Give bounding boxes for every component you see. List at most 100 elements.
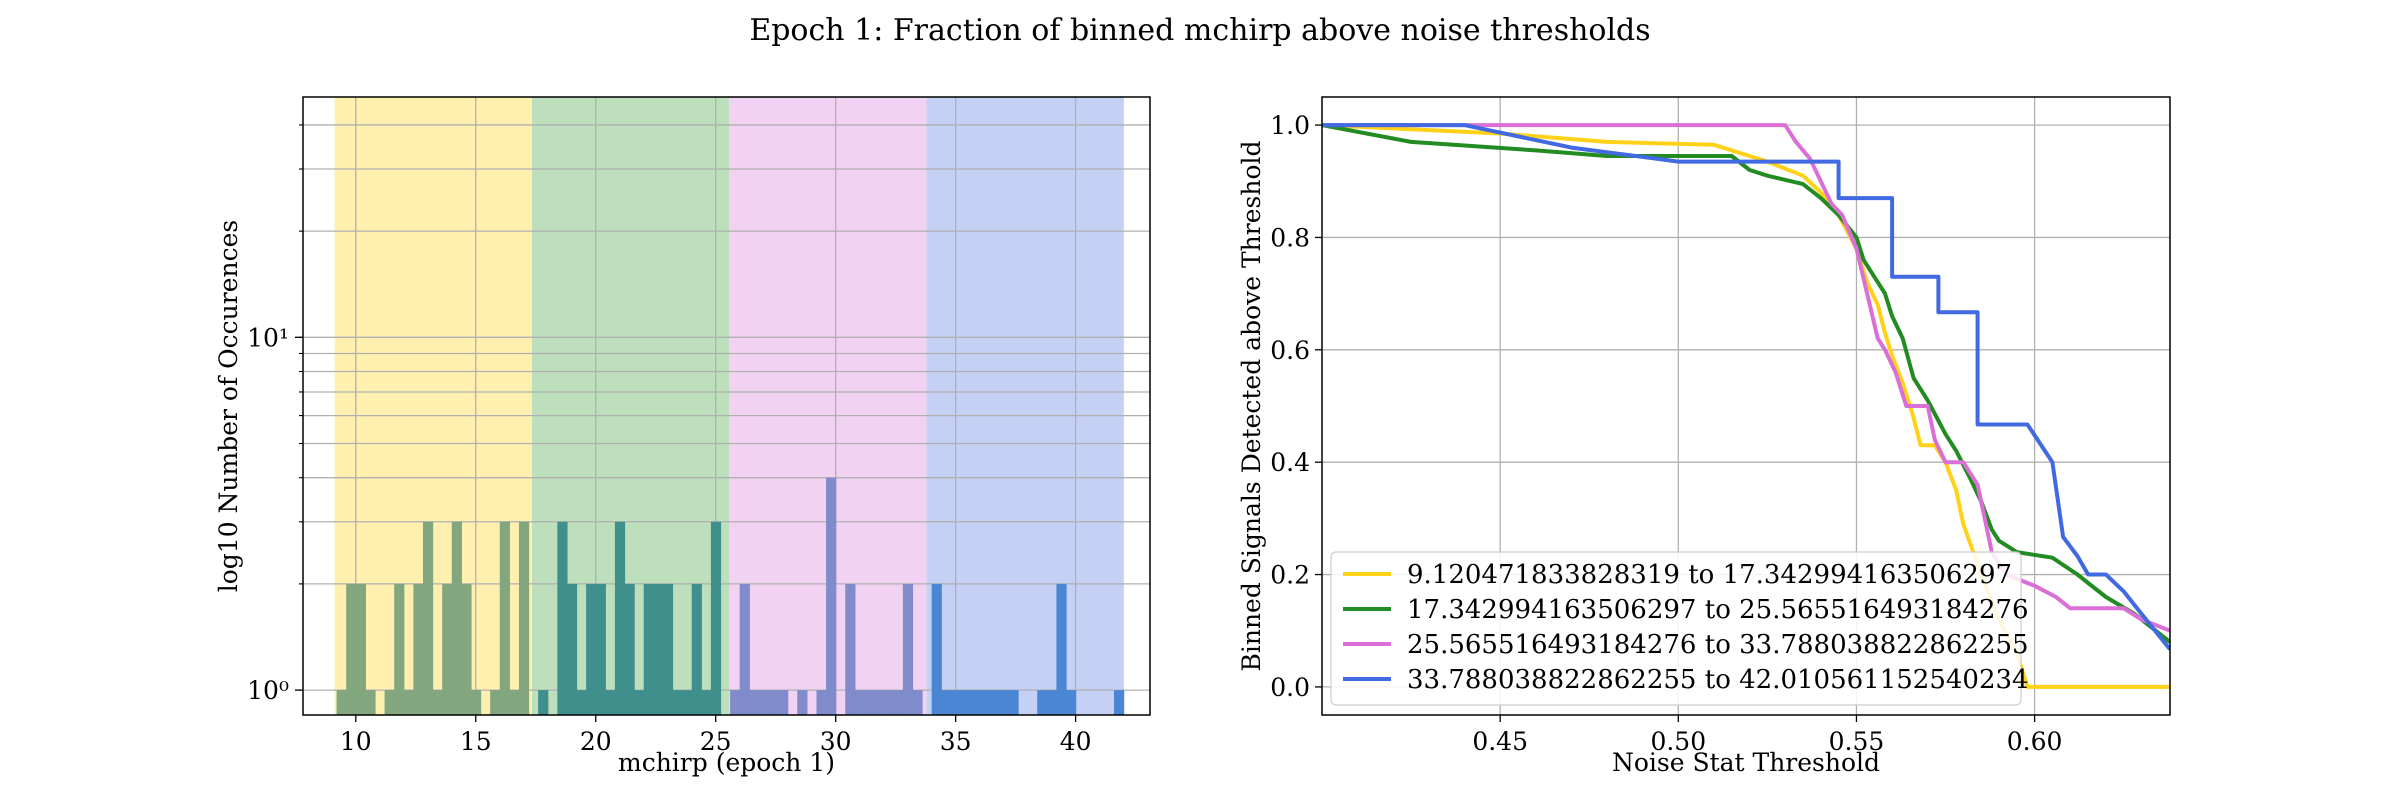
line-chart-y-tick-label: 0.2 [1270, 561, 1310, 590]
histogram-bar [893, 690, 904, 715]
line-chart-y-tick-label: 1.0 [1270, 111, 1310, 140]
histogram-bar [950, 690, 962, 715]
histogram-bar [662, 583, 674, 715]
histogram-bar [365, 690, 376, 715]
histogram-bar [710, 521, 722, 715]
histogram-bar [634, 690, 645, 715]
histogram-bar [682, 690, 693, 715]
histogram-bar [509, 690, 520, 715]
histogram-grid [303, 97, 1150, 715]
histogram-bar [403, 690, 414, 715]
histogram-bar [749, 690, 760, 715]
histogram-bar [499, 521, 510, 715]
histogram-bar [432, 690, 443, 715]
histogram-panel: 10 15 20 25 30 35 40 10⁰ 10¹ mchirp (epoch 1) l… [214, 96, 1151, 777]
bin-band-1 [334, 97, 532, 715]
histogram-bar [355, 583, 366, 715]
histogram-bar [422, 521, 434, 715]
histogram-bar [998, 690, 1010, 715]
legend-label-4: 33.788038822862255 to 42.010561152540234 [1407, 665, 2029, 695]
line-chart-y-tick-label: 0.6 [1270, 336, 1310, 365]
histogram-bar [960, 690, 971, 715]
histogram-bar [461, 583, 472, 715]
histogram-bar [1037, 690, 1048, 715]
histogram-bar [912, 690, 923, 715]
histogram-bar [845, 583, 856, 715]
histogram-y-tick-label: 10⁰ [247, 676, 289, 705]
histogram-x-tick-label: 20 [580, 727, 612, 756]
histogram-x-tick-label: 35 [940, 727, 972, 756]
legend-label-1: 9.120471833828319 to 17.342994163506297 [1407, 560, 2012, 590]
histogram-bar [643, 583, 654, 715]
histogram-bar [931, 583, 942, 715]
histogram-bar [672, 690, 683, 715]
threshold-line-panel: 0.45 0.50 0.55 0.60 0.0 0.2 0.4 0.6 0.8 1.0 9.12… [1237, 96, 2171, 777]
histogram-x-tick-label: 30 [820, 727, 852, 756]
histogram-bar [557, 521, 568, 715]
histogram-bar [470, 690, 482, 715]
histogram-bar [1066, 690, 1077, 715]
line-chart-x-ticks: 0.45 0.50 0.55 0.60 [1472, 715, 2062, 756]
bin-band-4 [926, 97, 1124, 715]
histogram-bar [614, 521, 626, 715]
histogram-bar [768, 690, 779, 715]
histogram-bar [979, 690, 990, 715]
histogram-y-tick-label: 10¹ [247, 323, 289, 352]
line-chart-x-tick-label: 0.60 [2007, 727, 2063, 756]
histogram-bar [902, 583, 914, 715]
line-chart-y-tick-label: 0.0 [1270, 673, 1310, 702]
line-chart-axes-frame [1321, 96, 2171, 716]
histogram-x-axis-label: mchirp (epoch 1) [618, 748, 835, 777]
histogram-bar [346, 583, 357, 715]
line-chart-x-axis-label: Noise Stat Threshold [1612, 748, 1880, 777]
line-chart-x-tick-label: 0.45 [1472, 727, 1528, 756]
histogram-bar [566, 583, 578, 715]
series-line-2 [1322, 123, 2170, 644]
histogram-bar [624, 583, 635, 715]
histogram-bar [576, 690, 587, 715]
line-chart-y-tick-label: 0.4 [1270, 448, 1310, 477]
histogram-x-ticks: 10 15 20 25 30 35 40 [340, 715, 1092, 756]
histogram-bar [442, 583, 453, 715]
line-chart-y-axis-label: Binned Signals Detected above Threshold [1237, 140, 1266, 671]
histogram-bar [595, 583, 606, 715]
histogram-bar [605, 690, 616, 715]
histogram-bar [826, 477, 837, 715]
histogram-bar [874, 690, 885, 715]
histogram-bar [1046, 690, 1058, 715]
line-chart-legend: 9.120471833828319 to 17.342994163506297 1… [1330, 551, 2029, 706]
line-chart-y-ticks: 0.0 0.2 0.4 0.6 0.8 1.0 [1270, 111, 1322, 702]
histogram-bin-bands [334, 97, 1124, 715]
histogram-x-tick-label: 10 [340, 727, 372, 756]
histogram-bar [451, 521, 462, 715]
histogram-bar [518, 521, 530, 715]
histogram-bar [1008, 690, 1019, 715]
histogram-bar [941, 690, 952, 715]
histogram-bar [758, 690, 770, 715]
histogram-bar [394, 583, 405, 715]
histogram-bar [384, 690, 395, 715]
histogram-bar [854, 690, 866, 715]
histogram-bar [490, 690, 501, 715]
histogram-y-axis-label: log10 Number of Occurences [214, 220, 243, 593]
histogram-bar [1114, 690, 1125, 715]
histogram-bar [413, 583, 424, 715]
histogram-bar [989, 690, 1000, 715]
histogram-bar [797, 690, 808, 715]
legend-box [1330, 551, 2022, 706]
histogram-bar [739, 583, 750, 715]
histogram-bar [1056, 583, 1067, 715]
histogram-bar [864, 690, 875, 715]
legend-label-3: 25.565516493184276 to 33.788038822862255 [1407, 630, 2029, 660]
line-chart-y-tick-label: 0.8 [1270, 223, 1310, 252]
histogram-y-ticks: 10⁰ 10¹ [247, 124, 303, 705]
histogram-bars [336, 477, 1125, 715]
histogram-axes-frame [302, 96, 1151, 716]
histogram-bar [538, 690, 549, 715]
histogram-bar [653, 583, 664, 715]
histogram-bar [586, 583, 597, 715]
histogram-bar [778, 690, 789, 715]
line-chart-x-tick-label: 0.55 [1829, 727, 1885, 756]
series-line-4 [1322, 123, 2170, 651]
